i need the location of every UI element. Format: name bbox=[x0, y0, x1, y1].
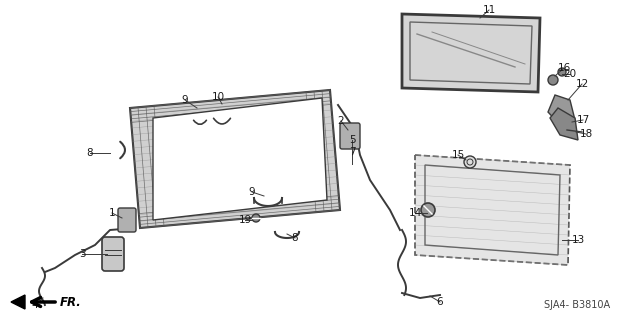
Circle shape bbox=[252, 214, 260, 222]
Text: FR.: FR. bbox=[60, 295, 82, 308]
Text: 10: 10 bbox=[211, 92, 225, 102]
Text: 18: 18 bbox=[579, 129, 593, 139]
FancyBboxPatch shape bbox=[118, 208, 136, 232]
Polygon shape bbox=[548, 95, 575, 125]
Text: 17: 17 bbox=[577, 115, 589, 125]
Text: 1: 1 bbox=[109, 208, 115, 218]
Circle shape bbox=[548, 75, 558, 85]
Polygon shape bbox=[402, 14, 540, 92]
Text: 19: 19 bbox=[238, 215, 252, 225]
Circle shape bbox=[421, 203, 435, 217]
Text: 14: 14 bbox=[408, 208, 422, 218]
Text: 16: 16 bbox=[557, 63, 571, 73]
Text: 11: 11 bbox=[483, 5, 495, 15]
Text: 13: 13 bbox=[572, 235, 584, 245]
Polygon shape bbox=[153, 98, 327, 220]
Text: 5: 5 bbox=[349, 135, 355, 145]
Text: 12: 12 bbox=[575, 79, 589, 89]
FancyBboxPatch shape bbox=[340, 123, 360, 149]
Text: 9: 9 bbox=[249, 187, 255, 197]
Text: 8: 8 bbox=[292, 233, 298, 243]
Text: 3: 3 bbox=[79, 249, 85, 259]
Text: 9: 9 bbox=[182, 95, 188, 105]
Text: 7: 7 bbox=[349, 147, 355, 157]
Circle shape bbox=[464, 156, 476, 168]
Text: SJA4- B3810A: SJA4- B3810A bbox=[544, 300, 610, 310]
Circle shape bbox=[558, 68, 566, 76]
Text: 4: 4 bbox=[32, 300, 38, 310]
Polygon shape bbox=[415, 155, 570, 265]
Polygon shape bbox=[410, 22, 532, 84]
Polygon shape bbox=[11, 295, 25, 309]
Text: 2: 2 bbox=[338, 116, 344, 126]
Text: 15: 15 bbox=[451, 150, 465, 160]
Text: 8: 8 bbox=[86, 148, 93, 158]
Text: 20: 20 bbox=[563, 69, 577, 79]
Polygon shape bbox=[550, 108, 578, 140]
Polygon shape bbox=[130, 90, 340, 228]
FancyBboxPatch shape bbox=[102, 237, 124, 271]
Text: 6: 6 bbox=[436, 297, 444, 307]
